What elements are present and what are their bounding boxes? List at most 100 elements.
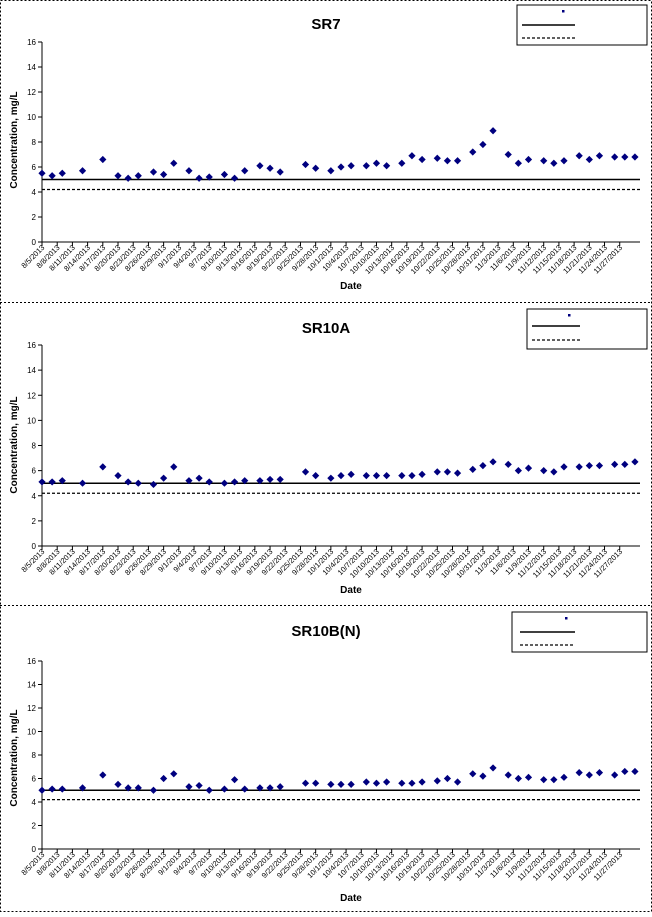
data-point xyxy=(241,167,249,175)
data-point xyxy=(124,478,132,486)
data-point xyxy=(453,157,462,165)
data-point xyxy=(114,472,122,480)
data-point xyxy=(418,470,426,478)
data-point xyxy=(383,162,391,170)
y-tick-label: 8 xyxy=(32,751,37,760)
chart-title: SR7 xyxy=(311,16,340,33)
data-point xyxy=(160,774,168,783)
data-point xyxy=(575,769,583,777)
data-point xyxy=(443,774,452,783)
x-axis-label: Date xyxy=(340,281,362,292)
data-point xyxy=(266,164,274,172)
data-point xyxy=(38,786,46,794)
data-point xyxy=(337,163,345,171)
data-point xyxy=(372,472,381,480)
data-point xyxy=(78,479,87,487)
data-point xyxy=(170,159,178,167)
data-point xyxy=(560,463,568,471)
chart-title: SR10B(N) xyxy=(291,623,360,640)
legend-marker-symbol xyxy=(565,617,568,620)
data-point xyxy=(276,475,284,484)
data-point xyxy=(504,150,512,159)
data-point xyxy=(524,773,533,781)
data-point xyxy=(78,167,87,175)
data-point xyxy=(514,467,522,475)
y-tick-label: 2 xyxy=(32,213,37,222)
data-point xyxy=(621,767,629,776)
data-point xyxy=(504,460,512,468)
data-point xyxy=(550,159,558,167)
data-point xyxy=(408,152,416,160)
data-point xyxy=(489,127,497,135)
y-tick-label: 0 xyxy=(32,845,37,854)
data-point xyxy=(48,172,56,180)
x-axis: 8/5/20138/8/20138/11/20138/14/20138/17/2… xyxy=(19,545,640,580)
data-point xyxy=(453,469,462,477)
data-point xyxy=(347,162,355,170)
data-point xyxy=(241,477,249,485)
y-tick-label: 12 xyxy=(27,704,36,713)
data-point xyxy=(550,776,558,784)
data-point xyxy=(611,460,619,468)
data-point xyxy=(489,764,497,772)
data-point xyxy=(185,167,193,175)
data-point xyxy=(433,468,441,476)
data-point xyxy=(631,767,639,776)
data-point xyxy=(631,458,639,466)
reference-lines xyxy=(42,482,640,494)
data-point xyxy=(621,460,629,468)
data-point xyxy=(540,467,548,475)
legend xyxy=(511,611,648,653)
data-point xyxy=(241,785,249,793)
legend xyxy=(516,4,648,46)
data-point xyxy=(372,159,381,167)
y-axis-label: Concentration, mg/L xyxy=(9,709,20,806)
y-tick-label: 16 xyxy=(27,341,36,350)
y-axis: 0 2 4 6 8 10 12 14 16 xyxy=(27,341,43,551)
data-point xyxy=(114,780,122,788)
data-point xyxy=(362,778,370,786)
data-point xyxy=(443,468,452,476)
data-point xyxy=(595,769,604,777)
data-point xyxy=(114,172,122,180)
data-point xyxy=(443,157,452,165)
data-point xyxy=(631,153,639,161)
data-point xyxy=(160,474,168,482)
data-point xyxy=(205,478,213,486)
data-point xyxy=(58,169,66,177)
data-point xyxy=(585,771,593,779)
data-point xyxy=(99,463,107,471)
y-axis: 0 2 4 6 8 10 12 14 16 xyxy=(27,38,43,247)
data-point xyxy=(514,159,522,167)
data-point xyxy=(595,462,604,470)
data-point xyxy=(220,785,229,793)
reference-lines xyxy=(42,178,640,191)
data-point xyxy=(347,780,355,788)
data-point xyxy=(372,779,381,787)
data-point xyxy=(327,780,335,788)
data-point xyxy=(504,771,512,779)
data-point xyxy=(575,152,583,160)
data-point xyxy=(479,772,487,780)
y-tick-label: 14 xyxy=(27,366,36,375)
data-point xyxy=(160,170,168,179)
data-point xyxy=(398,472,406,480)
data-point xyxy=(540,776,548,784)
y-tick-label: 2 xyxy=(32,517,37,526)
data-point xyxy=(195,474,203,482)
data-point xyxy=(312,164,320,172)
y-tick-label: 6 xyxy=(32,467,37,476)
data-point xyxy=(38,478,46,486)
data-point xyxy=(327,167,335,175)
data-point xyxy=(149,480,158,489)
x-axis: 8/5/20138/8/20138/11/20138/14/20138/17/2… xyxy=(19,241,640,276)
data-point xyxy=(479,140,487,149)
data-point xyxy=(595,152,604,160)
data-point xyxy=(362,162,370,170)
x-axis: 8/5/20138/8/20138/11/20138/14/20138/17/2… xyxy=(19,848,640,883)
data-point xyxy=(276,783,284,791)
data-point xyxy=(256,477,264,485)
data-point xyxy=(48,785,56,793)
data-point xyxy=(58,785,66,793)
